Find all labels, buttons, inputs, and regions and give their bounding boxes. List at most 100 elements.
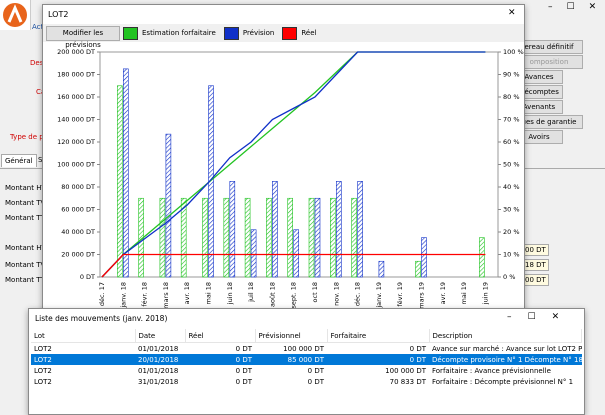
close-button[interactable]: ✕ — [508, 8, 516, 18]
table-cell: Forfaitaire : Avance prévisionnelle — [432, 366, 551, 375]
legend: Estimation forfaitaire Prévision Réel — [123, 26, 316, 40]
field-value: 18 DT — [522, 259, 549, 271]
bar — [208, 85, 214, 278]
table-cell: 100 000 DT — [283, 344, 324, 353]
x-tick-label: mars 19 — [418, 282, 426, 309]
action-label: Acti — [32, 23, 46, 31]
legend-swatch — [282, 26, 298, 40]
table-cell: LOT2 — [31, 354, 135, 365]
table-cell: 0 DT — [409, 344, 426, 353]
y2-tick-label: 90 % — [503, 71, 520, 79]
x-tick-label: janv. 19 — [375, 282, 383, 309]
field-label: Ca — [36, 88, 46, 96]
y2-tick-label: 100 % — [503, 48, 524, 56]
x-tick-label: mai 19 — [460, 282, 468, 304]
y2-tick-label: 80 % — [503, 93, 520, 101]
tab[interactable]: S — [38, 156, 43, 164]
x-tick-label: mars 18 — [162, 282, 170, 309]
table-cell: 0 DT — [235, 366, 252, 375]
x-tick-label: avr. 19 — [439, 282, 447, 304]
bar — [229, 181, 236, 278]
window-controls[interactable]: –☐✕ — [548, 2, 605, 12]
legend-label: Estimation forfaitaire — [142, 29, 216, 37]
line — [101, 51, 486, 278]
table-row[interactable]: LOT2 01/01/2018 0 DT 100 000 DT 0 DT Avance s… — [31, 343, 582, 355]
table-cell: 85 000 DT — [255, 354, 327, 365]
table-cell: Avance sur marché : Avance sur lot LOT2 … — [432, 344, 582, 353]
bar — [159, 197, 166, 278]
y-tick-label: 100 000 DT — [57, 161, 95, 169]
window-title: Liste des mouvements (janv. 2018) — [35, 314, 168, 323]
table-cell: LOT2 — [34, 377, 52, 386]
table-header: Lot Date Réel Prévisionnel Forfaitaire Descri… — [31, 329, 582, 343]
bar — [421, 237, 427, 278]
table-cell: 20/01/2018 — [135, 354, 185, 365]
table-cell: 0 DT — [235, 344, 252, 353]
table-cell: 01/01/2018 — [138, 366, 179, 375]
column-header: Réel — [185, 329, 256, 343]
y-tick-label: 20 000 DT — [61, 251, 95, 259]
table-cell: 70 833 DT — [389, 377, 426, 386]
y2-tick-label: 30 % — [503, 206, 520, 214]
y-tick-label: 40 000 DT — [61, 228, 95, 236]
x-tick-label: déc. 18 — [354, 282, 362, 306]
bar — [117, 85, 123, 278]
x-tick-label: févr. 18 — [141, 282, 149, 307]
x-tick-label: oct 18 — [311, 282, 319, 302]
button[interactable]: Avenants — [515, 100, 563, 114]
logo-icon — [3, 3, 27, 27]
y-tick-label: 120 000 DT — [57, 138, 95, 146]
column-header: Description — [429, 329, 582, 343]
field-label: Montant TVA — [5, 199, 50, 207]
table-row[interactable]: LOT2 31/01/2018 0 DT 0 DT 70 833 DT Forfaitai… — [31, 376, 582, 387]
y-tick-label: 140 000 DT — [57, 116, 95, 124]
line — [101, 253, 486, 278]
column-header: Lot — [31, 329, 136, 343]
x-tick-label: juil 18 — [247, 282, 255, 303]
table-cell: LOT2 — [34, 344, 52, 353]
button[interactable]: Avances — [515, 70, 563, 84]
window-controls[interactable]: –☐✕ — [507, 312, 576, 322]
app-logo — [0, 0, 31, 30]
bar — [202, 197, 208, 278]
table-row[interactable]: LOT2 20/01/2018 0 DT 85 000 DT 0 DT Décompte … — [31, 354, 582, 365]
y2-tick-label: 10 % — [503, 251, 520, 259]
bar — [165, 133, 172, 278]
y-tick-label: 160 000 DT — [57, 93, 95, 101]
y-tick-label: 60 000 DT — [61, 206, 95, 214]
y2-tick-label: 20 % — [503, 228, 520, 236]
x-tick-label: juin 19 — [481, 282, 489, 305]
bar — [335, 181, 342, 278]
table-cell: 0 DT — [235, 377, 252, 386]
x-tick-label: mai 18 — [205, 282, 213, 304]
window-title: LOT2 — [48, 10, 69, 19]
field-label: Montant TTC — [5, 214, 50, 222]
y2-tick-label: 50 % — [503, 161, 520, 169]
field-label: Montant TTC — [5, 276, 50, 284]
table-row[interactable]: LOT2 01/01/2018 0 DT 0 DT 100 000 DT Forfaita… — [31, 365, 582, 376]
bar — [378, 260, 385, 278]
bar — [272, 181, 278, 278]
x-tick-label: févr. 19 — [396, 282, 404, 307]
bar — [308, 197, 315, 278]
tab[interactable]: Général — [1, 154, 37, 167]
field-label: Desc — [30, 59, 48, 67]
edit-button[interactable]: Modifier les prévisions — [46, 26, 120, 49]
x-tick-label: janv. 18 — [119, 282, 127, 309]
x-tick-label: nov. 18 — [332, 282, 340, 306]
bar — [479, 237, 485, 278]
bar — [415, 260, 421, 278]
table-cell: LOT2 — [34, 366, 52, 375]
bar — [287, 197, 294, 278]
field-label: Type de pai — [10, 133, 50, 141]
table-cell: 01/01/2018 — [138, 344, 179, 353]
table-cell: 0 DT — [327, 354, 429, 365]
table-cell: 0 DT — [185, 354, 255, 365]
y-tick-label: 80 000 DT — [61, 183, 95, 191]
button[interactable]: Décomptes — [515, 85, 563, 99]
x-tick-label: août 18 — [268, 282, 276, 307]
y-tick-label: 180 000 DT — [57, 71, 95, 79]
table-cell: 0 DT — [307, 366, 324, 375]
bar — [266, 197, 272, 278]
